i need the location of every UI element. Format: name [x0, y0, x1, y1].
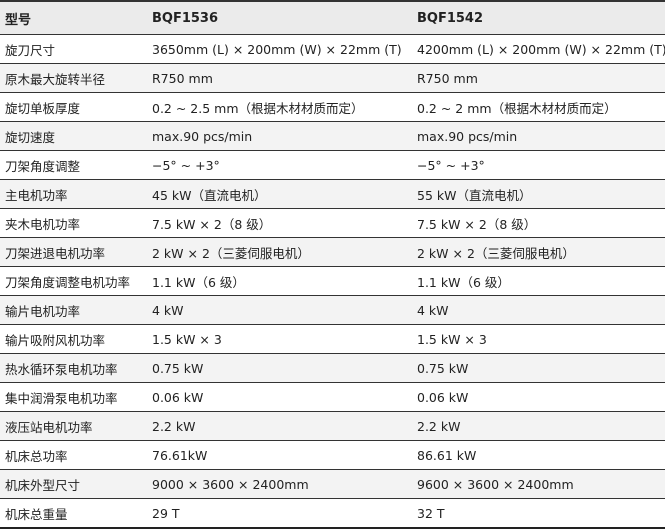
- table-row: 输片电机功率 4 kW 4 kW: [0, 295, 665, 325]
- row-label: 原木最大旋转半径: [0, 63, 147, 93]
- value-model-b: 2 kW × 2（三菱伺服电机）: [412, 237, 665, 267]
- value-model-a: max.90 pcs/min: [147, 121, 412, 151]
- value-model-a: R750 mm: [147, 63, 412, 93]
- table-row: 热水循环泵电机功率 0.75 kW 0.75 kW: [0, 353, 665, 383]
- row-label: 刀架进退电机功率: [0, 237, 147, 267]
- value-model-a: −5° ~ +3°: [147, 150, 412, 180]
- table-row: 刀架角度调整 −5° ~ +3° −5° ~ +3°: [0, 150, 665, 180]
- row-label: 旋刀尺寸: [0, 34, 147, 64]
- table-row: 刀架角度调整电机功率 1.1 kW（6 级） 1.1 kW（6 级）: [0, 266, 665, 296]
- value-model-b: 55 kW（直流电机）: [412, 179, 665, 209]
- value-model-a: 2.2 kW: [147, 411, 412, 441]
- value-model-b: max.90 pcs/min: [412, 121, 665, 151]
- table-row: 旋切单板厚度 0.2 ~ 2.5 mm（根据木材材质而定） 0.2 ~ 2 mm（根…: [0, 92, 665, 122]
- value-model-a: 4 kW: [147, 295, 412, 325]
- row-label: 集中润滑泵电机功率: [0, 382, 147, 412]
- value-model-b: 0.06 kW: [412, 382, 665, 412]
- table-row: 机床总功率 76.61kW 86.61 kW: [0, 440, 665, 470]
- table-row: 旋刀尺寸 3650mm (L) × 200mm (W) × 22mm (T) 420…: [0, 34, 665, 64]
- value-model-b: R750 mm: [412, 63, 665, 93]
- table-row: 主电机功率 45 kW（直流电机） 55 kW（直流电机）: [0, 179, 665, 209]
- value-model-b: 0.2 ~ 2 mm（根据木材材质而定）: [412, 92, 665, 122]
- row-label: 热水循环泵电机功率: [0, 353, 147, 383]
- header-row: 型号 BQF1536 BQF1542: [0, 0, 665, 35]
- value-model-b: 1.5 kW × 3: [412, 324, 665, 354]
- value-model-b: 7.5 kW × 2（8 级）: [412, 208, 665, 238]
- value-model-a: 0.2 ~ 2.5 mm（根据木材材质而定）: [147, 92, 412, 122]
- value-model-b: −5° ~ +3°: [412, 150, 665, 180]
- row-label: 机床外型尺寸: [0, 469, 147, 499]
- value-model-b: 0.75 kW: [412, 353, 665, 383]
- table-row: 原木最大旋转半径 R750 mm R750 mm: [0, 63, 665, 93]
- row-label: 输片电机功率: [0, 295, 147, 325]
- value-model-b: 2.2 kW: [412, 411, 665, 441]
- value-model-b: 86.61 kW: [412, 440, 665, 470]
- value-model-a: 7.5 kW × 2（8 级）: [147, 208, 412, 238]
- value-model-b: 1.1 kW（6 级）: [412, 266, 665, 296]
- value-model-a: 9000 × 3600 × 2400mm: [147, 469, 412, 499]
- value-model-a: 45 kW（直流电机）: [147, 179, 412, 209]
- header-model-a: BQF1536: [147, 0, 412, 35]
- row-label: 主电机功率: [0, 179, 147, 209]
- table-row: 旋切速度 max.90 pcs/min max.90 pcs/min: [0, 121, 665, 151]
- row-label: 旋切单板厚度: [0, 92, 147, 122]
- value-model-b: 4 kW: [412, 295, 665, 325]
- header-model-b: BQF1542: [412, 0, 665, 35]
- row-label: 机床总功率: [0, 440, 147, 470]
- value-model-a: 1.5 kW × 3: [147, 324, 412, 354]
- value-model-a: 1.1 kW（6 级）: [147, 266, 412, 296]
- value-model-a: 3650mm (L) × 200mm (W) × 22mm (T): [147, 34, 412, 64]
- row-label: 刀架角度调整: [0, 150, 147, 180]
- header-label: 型号: [0, 0, 147, 35]
- value-model-b: 4200mm (L) × 200mm (W) × 22mm (T): [412, 34, 665, 64]
- table-row: 集中润滑泵电机功率 0.06 kW 0.06 kW: [0, 382, 665, 412]
- value-model-a: 2 kW × 2（三菱伺服电机）: [147, 237, 412, 267]
- table-row: 液压站电机功率 2.2 kW 2.2 kW: [0, 411, 665, 441]
- row-label: 夹木电机功率: [0, 208, 147, 238]
- value-model-b: 9600 × 3600 × 2400mm: [412, 469, 665, 499]
- row-label: 液压站电机功率: [0, 411, 147, 441]
- value-model-a: 76.61kW: [147, 440, 412, 470]
- row-label: 刀架角度调整电机功率: [0, 266, 147, 296]
- table-row: 机床外型尺寸 9000 × 3600 × 2400mm 9600 × 3600 × …: [0, 469, 665, 499]
- row-label: 输片吸附风机功率: [0, 324, 147, 354]
- row-label: 旋切速度: [0, 121, 147, 151]
- table-row: 夹木电机功率 7.5 kW × 2（8 级） 7.5 kW × 2（8 级）: [0, 208, 665, 238]
- value-model-a: 0.06 kW: [147, 382, 412, 412]
- value-model-a: 0.75 kW: [147, 353, 412, 383]
- table-row: 刀架进退电机功率 2 kW × 2（三菱伺服电机） 2 kW × 2（三菱伺服电机）: [0, 237, 665, 267]
- table-row: 输片吸附风机功率 1.5 kW × 3 1.5 kW × 3: [0, 324, 665, 354]
